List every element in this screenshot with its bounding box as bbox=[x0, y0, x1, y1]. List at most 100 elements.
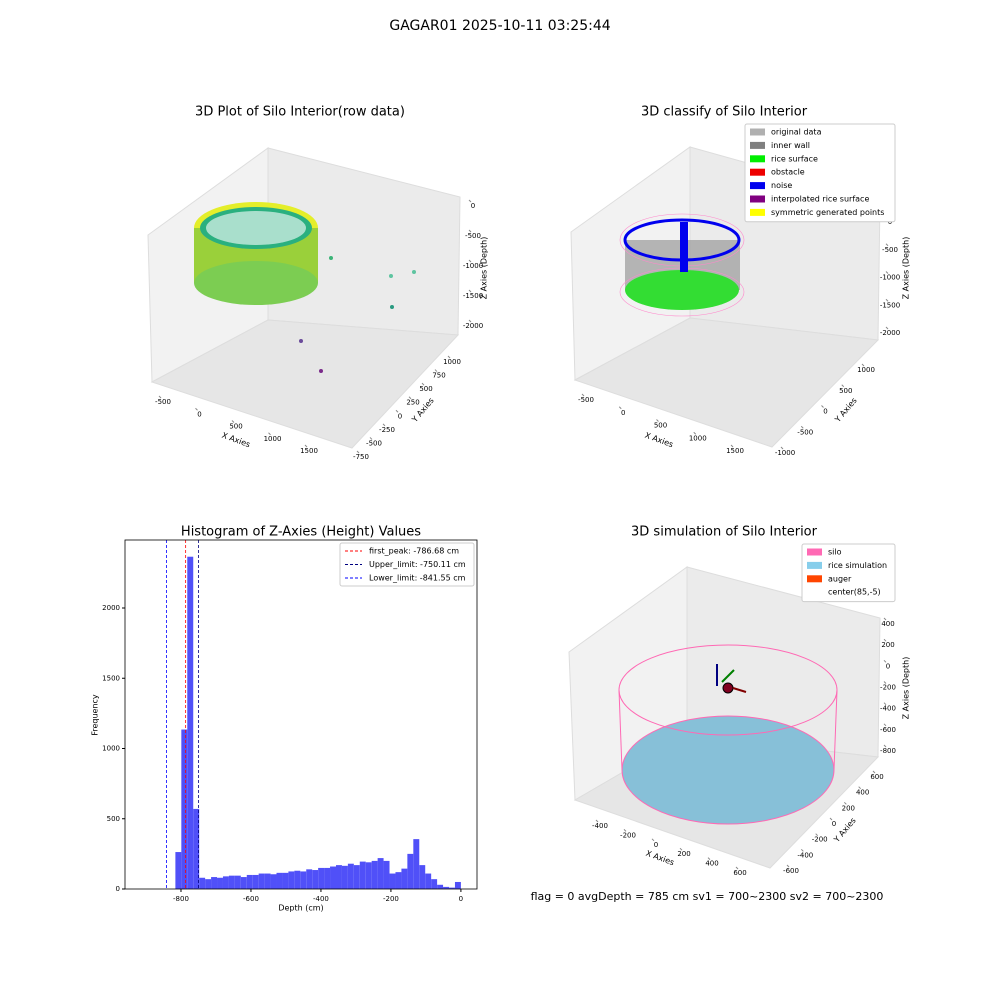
x-tick-label: -200 bbox=[383, 895, 399, 903]
bar bbox=[187, 556, 194, 889]
bar bbox=[324, 867, 331, 889]
tick-mark bbox=[656, 419, 659, 422]
x-tick-label: 1000 bbox=[689, 434, 707, 442]
legend-swatch bbox=[807, 575, 822, 583]
z-tick-label: -200 bbox=[880, 684, 896, 692]
x-tick-label: 500 bbox=[654, 422, 667, 430]
z-tick-label: -400 bbox=[880, 705, 896, 713]
tick-mark bbox=[829, 817, 833, 821]
legend-label: Lower_limit: -841.55 cm bbox=[369, 574, 466, 583]
bar bbox=[175, 852, 182, 889]
bar bbox=[359, 861, 366, 889]
bar bbox=[276, 872, 283, 889]
y-tick-label: 750 bbox=[432, 372, 445, 380]
tick-mark bbox=[883, 744, 887, 748]
x-axis-label: X Axies bbox=[645, 849, 676, 868]
tick-mark bbox=[815, 833, 819, 837]
bar bbox=[246, 874, 253, 889]
tick-mark bbox=[821, 405, 824, 408]
y-tick-label: 0 bbox=[832, 820, 836, 828]
z-tick-label: 200 bbox=[881, 641, 894, 649]
legend-box bbox=[744, 123, 896, 223]
bar bbox=[181, 729, 188, 889]
x-tick-label: -500 bbox=[155, 398, 171, 406]
y-tick-label: -500 bbox=[366, 439, 382, 447]
tick-mark bbox=[231, 420, 235, 423]
y-tick-label: 1000 bbox=[443, 358, 461, 366]
tick-mark bbox=[883, 702, 887, 706]
chart-title: 3D Plot of Silo Interior(row data) bbox=[195, 105, 405, 120]
bar bbox=[454, 881, 461, 889]
bar bbox=[240, 877, 247, 889]
bar bbox=[413, 839, 420, 889]
bar bbox=[270, 874, 277, 889]
tick-mark bbox=[581, 393, 585, 397]
tick-mark bbox=[800, 848, 804, 852]
legend-label: noise bbox=[771, 181, 792, 190]
panes bbox=[568, 566, 881, 869]
bar bbox=[335, 865, 342, 889]
legend-label: obstacle bbox=[771, 168, 805, 177]
tick-mark bbox=[858, 786, 862, 790]
x-tick-label: 1000 bbox=[264, 435, 282, 443]
legend-label: rice surface bbox=[771, 154, 818, 163]
y-tick-label: 1000 bbox=[102, 745, 120, 753]
x-tick-label: 0 bbox=[621, 409, 625, 417]
bar bbox=[431, 879, 438, 889]
legend-swatch bbox=[750, 155, 765, 163]
z-tick-label: -600 bbox=[880, 726, 896, 734]
bar bbox=[288, 871, 295, 889]
z-tick-label: -500 bbox=[465, 232, 481, 240]
bar bbox=[437, 884, 444, 889]
bar bbox=[443, 886, 450, 889]
y-tick-label: 0 bbox=[116, 885, 120, 893]
legend-label: interpolated rice surface bbox=[771, 195, 869, 204]
x-tick-label: 500 bbox=[229, 423, 242, 431]
x-axis-label: X Axies bbox=[221, 431, 252, 450]
y-tick-label: 250 bbox=[406, 399, 419, 407]
bar bbox=[407, 853, 414, 889]
bar bbox=[389, 873, 396, 889]
bar bbox=[395, 872, 402, 889]
x-tick-label: 1500 bbox=[726, 447, 744, 455]
bar bbox=[330, 866, 336, 889]
tick-mark bbox=[468, 259, 472, 263]
bar bbox=[222, 876, 229, 889]
z-tick-label: 400 bbox=[881, 620, 894, 628]
z-axis-label: Z Axies (Depth) bbox=[480, 237, 489, 300]
z-tick-label: 0 bbox=[886, 662, 890, 670]
x-axis-label: X Axies bbox=[644, 431, 675, 450]
legend-label: inner wall bbox=[771, 141, 810, 150]
legend-label: auger bbox=[828, 574, 852, 583]
z-axis-label: Z Axies (Depth) bbox=[902, 237, 911, 300]
bar bbox=[371, 860, 378, 889]
tick-mark bbox=[693, 431, 697, 435]
x-tick-label: -400 bbox=[592, 822, 608, 830]
tick-mark bbox=[883, 659, 887, 663]
bar bbox=[341, 865, 348, 889]
tick-mark bbox=[843, 801, 847, 805]
tick-mark bbox=[800, 425, 804, 429]
bar bbox=[258, 873, 265, 889]
legend-label: original data bbox=[771, 128, 822, 137]
tick-mark bbox=[707, 857, 711, 860]
y-tick-label: -400 bbox=[797, 851, 813, 859]
bar bbox=[318, 867, 325, 889]
tick-mark bbox=[395, 409, 399, 413]
tick-mark bbox=[883, 617, 887, 621]
x-tick-label: -800 bbox=[173, 895, 189, 903]
tick-mark bbox=[679, 847, 683, 851]
tick-mark bbox=[885, 298, 889, 302]
z-tick-label: -1000 bbox=[880, 274, 900, 282]
tick-mark bbox=[883, 723, 887, 727]
tick-mark bbox=[872, 770, 876, 774]
y-tick-label: 1500 bbox=[102, 674, 120, 682]
z-tick-label: -500 bbox=[882, 246, 898, 254]
x-tick-label: -200 bbox=[620, 831, 636, 839]
x-tick-label: -500 bbox=[578, 396, 594, 404]
bar bbox=[306, 869, 313, 889]
y-tick-label: -200 bbox=[812, 836, 828, 844]
bar bbox=[419, 865, 426, 889]
plot-frame bbox=[124, 539, 478, 890]
chart-title: Histogram of Z-Axies (Height) Values bbox=[181, 525, 421, 540]
